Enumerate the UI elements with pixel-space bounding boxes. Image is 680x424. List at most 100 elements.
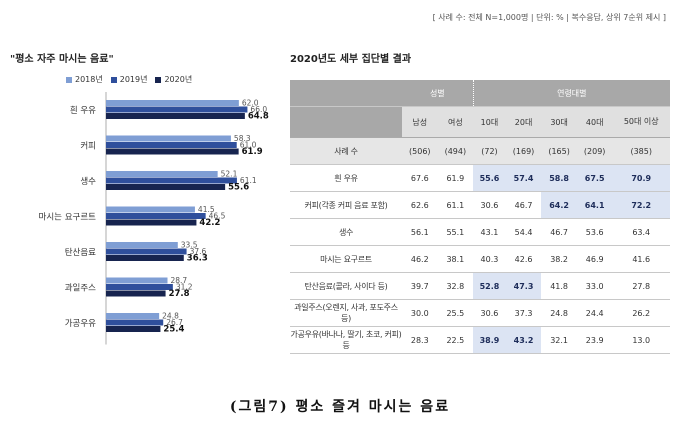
table-cell: 46.7 [505, 191, 542, 219]
bar-2019 [106, 177, 237, 184]
figure-caption: (그림7) 평소 즐겨 마시는 음료 [229, 399, 451, 415]
table-cell: 32.8 [437, 272, 474, 300]
table-cell: 46.2 [402, 245, 438, 273]
column-header: 남성 [402, 106, 438, 138]
bar-2020 [106, 219, 197, 226]
table-cell: 61.9 [437, 164, 474, 192]
bar-2018 [106, 313, 160, 319]
table-cell: 52.8 [473, 272, 506, 300]
column-header: 20대 [505, 106, 542, 138]
table-column-header-row: 남성 여성 10대 20대 30대 40대 50대 이상 [290, 106, 670, 138]
table-cell: 58.8 [541, 164, 577, 192]
table-cell: 43.1 [473, 218, 506, 246]
table-cell: 67.5 [576, 164, 613, 192]
left-chart-title: "평소 자주 마시는 음료" [10, 54, 114, 65]
table-cell: 30.0 [402, 299, 438, 327]
row-label: 가공우유(바나나, 딸기, 초코, 커피)등 [290, 326, 402, 354]
chart-legend: 2018년 2019년 2020년 [66, 74, 192, 85]
table-row: 과일주스(오렌지, 사과, 포도주스 등) 30.0 25.5 30.6 37.3 24.… [290, 299, 670, 327]
column-header: 40대 [576, 106, 613, 138]
bar-2018 [106, 100, 239, 106]
table-cell: 72.2 [612, 191, 670, 219]
table-cell: 43.2 [505, 326, 542, 354]
table-cell: 13.0 [612, 326, 670, 354]
legend-swatch-2018 [66, 76, 72, 83]
bar-value-label: 36.3 [187, 254, 208, 264]
table-sample-row: 사례 수 (506) (494) (72) (169) (165) (209) (385) [290, 137, 670, 165]
legend-item-2018: 2018년 [66, 74, 103, 85]
legend-swatch-2020 [155, 76, 162, 83]
table-cell: 46.7 [541, 218, 577, 246]
table-cell: 27.8 [612, 272, 670, 300]
row-label: 흰 우유 [290, 164, 402, 192]
table-row: 흰 우유 67.6 61.9 55.6 57.4 58.8 67.5 70.9 [290, 164, 670, 192]
table-cell: 41.8 [541, 272, 577, 300]
table-row: 탄산음료(콜라, 사이다 등) 39.7 32.8 52.8 47.3 41.8 33.0 2… [290, 272, 670, 300]
legend-item-2020: 2020년 [155, 74, 192, 85]
column-header: 10대 [473, 106, 506, 138]
bar-2019 [106, 106, 248, 113]
table-cell: 24.4 [576, 299, 613, 327]
bar-2020 [106, 290, 166, 297]
category-label: 흰 우유 [70, 105, 96, 116]
legend-label-2020: 2020년 [164, 75, 193, 84]
table-cell: 28.3 [402, 326, 438, 354]
category-label: 생수 [80, 176, 96, 187]
sample-count-cell: (209) [576, 137, 613, 165]
bar-value-label: 52.1 [221, 170, 238, 179]
table-cell: 47.3 [505, 272, 542, 300]
bar-value-label: 66.0 [250, 105, 267, 114]
table-cell: 30.6 [473, 299, 506, 327]
table-cell: 33.0 [576, 272, 613, 300]
bar-value-label: 31.2 [176, 283, 193, 292]
table-cell: 24.8 [541, 299, 577, 327]
row-label: 마시는 요구르트 [290, 245, 402, 273]
row-label: 생수 [290, 218, 402, 246]
table-cell: 46.9 [576, 245, 613, 273]
category-label: 탄산음료 [65, 247, 96, 258]
bar-value-label: 25.4 [163, 325, 184, 335]
bar-value-label: 33.5 [181, 241, 198, 250]
sample-count-cell: (169) [505, 137, 542, 165]
table-cell: 41.6 [612, 245, 670, 273]
bar-2019 [106, 248, 187, 255]
bar-value-label: 61.0 [240, 141, 257, 150]
legend-item-2019: 2019년 [110, 74, 148, 85]
table-cell: 23.9 [576, 326, 613, 354]
beverage-bar-chart: 흰 우유 62.066.064.8 커피 58.361.061.9 생수 52.161.1… [39, 92, 269, 345]
table-cell: 67.6 [402, 164, 438, 192]
group-results-table: 성별 연령대별 남성 여성 10대 20대 30대 40대 50대 이상 사례 수 (506… [290, 80, 670, 354]
table-cell: 42.6 [505, 245, 542, 273]
table-cell: 62.6 [402, 191, 438, 219]
row-label: 커피(각종 커피 음료 포함) [290, 191, 402, 219]
bar-value-label: 26.7 [166, 318, 183, 327]
bar-2020 [106, 148, 239, 155]
table-cell: 38.2 [541, 245, 577, 273]
sample-count-cell: (506) [402, 137, 438, 165]
category-label: 과일주스 [65, 283, 96, 293]
sample-row-label: 사례 수 [290, 137, 402, 165]
column-header: 50대 이상 [612, 106, 670, 138]
bar-2020 [106, 326, 161, 332]
sample-count-cell: (165) [541, 137, 577, 165]
table-cell: 53.6 [576, 218, 613, 246]
legend-label-2019: 2019년 [119, 75, 148, 84]
group-header-gender: 성별 [402, 80, 474, 107]
row-label: 탄산음료(콜라, 사이다 등) [290, 272, 402, 300]
right-table-title: 2020년도 세부 집단별 결과 [290, 54, 412, 65]
table-cell: 32.1 [541, 326, 577, 354]
table-cell: 55.1 [437, 218, 474, 246]
table-cell: 25.5 [437, 299, 474, 327]
bar-value-label: 58.3 [234, 134, 251, 143]
table-row: 마시는 요구르트 46.2 38.1 40.3 42.6 38.2 46.9 41.6 [290, 245, 670, 273]
bar-value-label: 37.6 [190, 247, 207, 256]
bar-2019 [106, 284, 173, 290]
table-cell: 38.9 [473, 326, 506, 354]
sample-count-cell: (494) [437, 137, 474, 165]
table-cell: 64.2 [541, 191, 577, 219]
survey-note: [ 사례 수: 전체 N=1,000명 | 단위: % | 복수응답, 상위 7… [432, 13, 666, 22]
bar-2019 [106, 319, 164, 326]
legend-label-2018: 2018년 [75, 75, 103, 84]
table-cell: 40.3 [473, 245, 506, 273]
table-corner-cell-2 [290, 106, 402, 138]
